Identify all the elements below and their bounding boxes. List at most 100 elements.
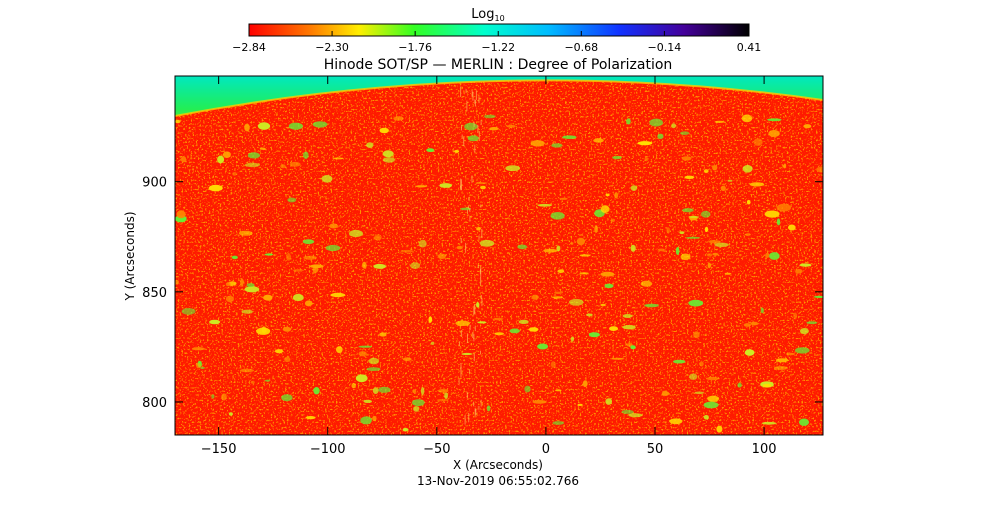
colorbar-tick-label: 0.41 (737, 41, 762, 54)
polarization-patch (292, 269, 304, 272)
polarization-patch (410, 262, 420, 269)
polarization-patch (240, 278, 244, 286)
polarization-patch (506, 124, 516, 128)
colorbar: Log10 −2.84 −2.30 −1.76 −1.22 −0.68 −0.14 0.41 (232, 7, 761, 54)
scan-streak (478, 131, 480, 141)
polarization-patch (714, 120, 725, 123)
polarization-patch (351, 383, 356, 389)
polarization-patch (622, 314, 633, 318)
colorbar-tick-label: −1.22 (481, 41, 515, 54)
polarization-patch (576, 237, 586, 246)
polarization-patch (382, 150, 394, 158)
polarization-patch (767, 118, 782, 122)
polarization-patch (742, 165, 753, 173)
polarization-patch (476, 302, 480, 308)
polarization-patch (630, 244, 636, 252)
polarization-patch (610, 357, 625, 360)
polarization-patch (209, 319, 221, 325)
polarization-patch (671, 123, 676, 129)
polarization-patch (764, 210, 780, 218)
polarization-patch (480, 185, 486, 190)
scan-streak (460, 179, 462, 190)
polarization-patch (765, 252, 770, 258)
scan-streak (474, 144, 476, 153)
polarization-patch (684, 175, 695, 179)
polarization-patch (358, 345, 373, 348)
scan-streak (481, 299, 483, 307)
polarization-patch (708, 240, 721, 244)
polarization-patch (610, 218, 615, 223)
polarization-patch (612, 156, 622, 160)
polarization-patch (741, 114, 753, 123)
polarization-patch (420, 387, 425, 395)
polarization-patch (680, 131, 690, 135)
polarization-patch (428, 316, 433, 323)
polarization-patch (714, 242, 729, 247)
polarization-patch (479, 239, 495, 247)
polarization-patch (382, 157, 395, 163)
polarization-patch (257, 122, 271, 130)
polarization-patch (261, 326, 266, 334)
polarization-patch (749, 182, 765, 187)
polarization-patch (456, 245, 463, 250)
polarization-patch (287, 197, 297, 203)
polarization-patch (231, 255, 238, 260)
x-tick-label: 100 (752, 442, 777, 457)
polarization-patch (524, 385, 531, 393)
polarization-patch (244, 162, 260, 168)
scan-streak (480, 204, 482, 208)
polarization-patch (555, 389, 562, 392)
scan-streak (477, 124, 479, 133)
scan-streak (469, 369, 471, 374)
polarization-patch (688, 216, 700, 218)
plot-frame (174, 75, 824, 436)
polarization-patch (614, 192, 619, 199)
polarization-patch (368, 357, 379, 365)
polarization-patch (464, 122, 478, 131)
polarization-patch (332, 157, 344, 160)
polarization-patch (550, 361, 556, 368)
polarization-patch (244, 286, 260, 293)
colorbar-tick-label: −2.30 (315, 41, 349, 54)
polarization-patch (760, 307, 764, 314)
polarization-patch (753, 138, 763, 146)
scan-streak (467, 209, 468, 214)
polarization-patch (292, 293, 304, 302)
scan-streak (459, 341, 460, 346)
scan-streak (474, 304, 476, 315)
polarization-patch (467, 135, 479, 142)
polarization-patch (360, 416, 372, 425)
polarization-patch (701, 210, 711, 218)
scan-streak (458, 378, 460, 385)
polarization-patch (622, 325, 636, 330)
polarization-patch (553, 291, 563, 294)
polarization-patch (746, 200, 751, 205)
polarization-patch (800, 328, 809, 335)
scan-streak (469, 207, 471, 212)
y-tick-label: 850 (142, 286, 167, 301)
polarization-patch (588, 332, 600, 338)
scan-streak (474, 99, 476, 107)
polarization-patch (217, 155, 225, 164)
polarization-patch (657, 133, 664, 139)
polarization-patch (400, 249, 414, 253)
polarization-patch (437, 389, 449, 393)
polarization-patch (489, 127, 499, 131)
polarization-patch (630, 345, 636, 350)
polarization-patch (799, 418, 809, 426)
scan-streak (481, 229, 483, 239)
scan-streak (478, 406, 480, 410)
colorbar-ticks: −2.84 −2.30 −1.76 −1.22 −0.68 −0.14 0.41 (232, 31, 761, 54)
polarization-patch (483, 114, 496, 119)
polarization-patch (600, 303, 606, 307)
polarization-patch (724, 272, 732, 275)
scan-streak (473, 401, 475, 407)
polarization-patch (689, 373, 698, 380)
scan-streak (474, 325, 476, 331)
polarization-patch (788, 224, 796, 231)
polarization-patch (737, 382, 742, 388)
scan-streak (465, 242, 467, 253)
scan-streak (480, 350, 481, 355)
polarization-patch (703, 401, 719, 409)
polarization-patch (682, 208, 694, 213)
